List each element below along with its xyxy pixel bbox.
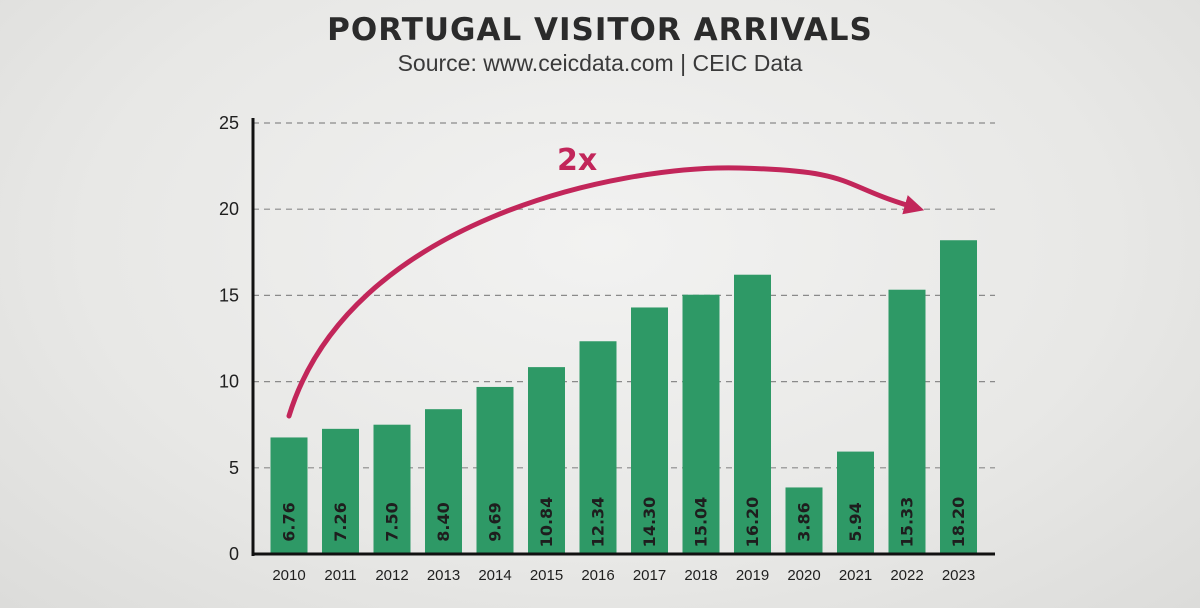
bar xyxy=(476,386,514,554)
annotation-label: 2x xyxy=(557,143,597,178)
bar xyxy=(631,307,668,554)
y-tick-label: 0 xyxy=(229,544,239,564)
bar xyxy=(888,289,926,554)
bar-value-label: 14.30 xyxy=(640,497,659,548)
x-tick-label: 2022 xyxy=(890,567,923,584)
bar-value-label: 10.84 xyxy=(537,497,556,548)
x-tick-label: 2015 xyxy=(530,567,563,584)
x-tick-label: 2012 xyxy=(375,567,408,584)
x-tick-label: 2013 xyxy=(427,567,460,584)
chart-title: PORTUGAL VISITOR ARRIVALS xyxy=(327,12,873,48)
y-tick-label: 15 xyxy=(219,285,239,305)
bar xyxy=(734,274,771,554)
bar xyxy=(940,240,977,554)
bar xyxy=(373,424,411,554)
growth-arrow xyxy=(286,165,925,419)
bar-value-label: 18.20 xyxy=(949,497,968,548)
y-tick-label: 5 xyxy=(229,458,239,478)
bars: 6.76 7.26 7.50 8.40 9.69 10.84 12.34 14.30 15.04… xyxy=(270,240,977,554)
x-tick-label: 2011 xyxy=(324,567,356,584)
x-tick-label: 2017 xyxy=(633,567,666,584)
x-tick-label: 2016 xyxy=(581,567,614,584)
bar-value-label: 5.94 xyxy=(846,502,865,541)
bar xyxy=(425,409,462,554)
x-tick-label: 2014 xyxy=(478,567,511,584)
bar xyxy=(682,294,720,554)
bar-value-label: 7.50 xyxy=(383,502,402,541)
y-tick-label: 10 xyxy=(219,372,239,392)
bar-value-label: 6.76 xyxy=(280,502,299,541)
bar-value-label: 9.69 xyxy=(486,502,505,541)
y-tick-label: 25 xyxy=(219,113,239,133)
bar-value-label: 3.86 xyxy=(795,502,814,541)
bar xyxy=(579,341,617,554)
bar-value-label: 12.34 xyxy=(589,497,608,548)
bar-value-label: 7.26 xyxy=(331,502,350,541)
x-tick-label: 2023 xyxy=(942,567,975,584)
bar xyxy=(785,487,823,554)
bar-value-label: 15.33 xyxy=(898,497,917,548)
bar xyxy=(270,437,308,554)
bar xyxy=(322,428,359,554)
bar-value-label: 8.40 xyxy=(434,502,453,541)
x-tick-label: 2020 xyxy=(787,567,820,584)
axes: 0 5 10 15 20 25 2010 2011 2012 2013 2014 2015 2016 20… xyxy=(219,113,995,584)
x-tick-label: 2019 xyxy=(736,567,769,584)
annotation: 2x xyxy=(286,143,925,419)
bar xyxy=(837,451,874,554)
y-tick-label: 20 xyxy=(219,199,239,219)
chart-subtitle: Source: www.ceicdata.com | CEIC Data xyxy=(397,50,803,76)
bar-value-label: 16.20 xyxy=(743,497,762,548)
x-tick-label: 2021 xyxy=(839,567,872,584)
bar-value-label: 15.04 xyxy=(692,497,711,548)
bar xyxy=(528,367,565,554)
x-tick-label: 2010 xyxy=(272,567,305,584)
x-tick-label: 2018 xyxy=(684,567,717,584)
